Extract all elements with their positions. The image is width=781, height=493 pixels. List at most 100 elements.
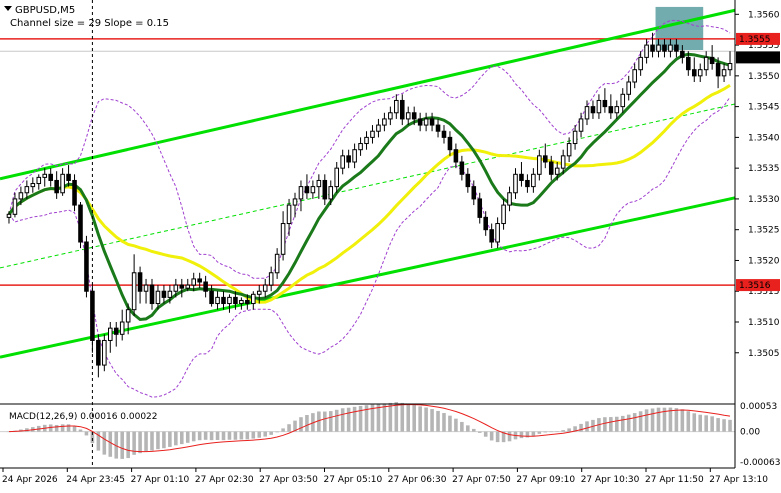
macd-histogram-bar <box>430 409 434 432</box>
candle-bull <box>274 253 280 274</box>
candle-bull <box>388 112 393 120</box>
candle-bear <box>435 124 441 132</box>
candle-bull <box>620 93 626 108</box>
candle-bull <box>405 112 411 120</box>
macd-histogram-bar <box>656 407 661 432</box>
candle-bull <box>185 284 191 289</box>
candle-bull <box>42 173 48 178</box>
macd-histogram-bar <box>668 407 673 432</box>
candle-bear <box>459 161 465 175</box>
candle-bull <box>537 155 542 175</box>
candle-bull <box>703 56 709 71</box>
candle-bear <box>548 161 554 175</box>
candle-bull <box>632 69 637 83</box>
candle-bull <box>626 81 632 95</box>
candle-bear <box>209 290 214 305</box>
macd-histogram-bar <box>615 416 619 432</box>
price-label-text: 1.3553 <box>739 53 771 63</box>
candle-bull <box>644 44 649 58</box>
macd-histogram-bar <box>644 409 649 432</box>
macd-histogram-bar <box>567 428 571 432</box>
candle-bear <box>686 56 691 71</box>
candle-bear <box>233 296 238 305</box>
price-label-box <box>736 279 780 292</box>
price-label-text: 1.3516 <box>739 281 771 291</box>
candle-bear <box>691 69 697 77</box>
candle-bear <box>477 198 483 218</box>
candle-bull <box>596 99 602 114</box>
macd-histogram-bar <box>471 428 476 432</box>
symbol-dropdown-icon[interactable] <box>4 6 12 11</box>
candle-bull <box>578 118 584 132</box>
macd-histogram-bar <box>96 431 101 451</box>
macd-histogram-bar <box>84 431 89 436</box>
candle-bull <box>131 272 137 311</box>
price-label-box <box>736 32 780 45</box>
candle-bull <box>340 155 345 169</box>
macd-histogram-bar <box>418 406 422 432</box>
macd-histogram-bar <box>132 431 136 455</box>
macd-histogram-bar <box>692 413 697 432</box>
macd-histogram-bar <box>150 431 154 451</box>
macd-histogram-bar <box>519 431 524 439</box>
macd-histogram-bar <box>466 425 470 432</box>
macd-histogram-bar <box>454 418 458 432</box>
candle-bull <box>268 272 274 286</box>
candle-bull <box>364 136 369 145</box>
macd-histogram-bar <box>710 416 714 432</box>
macd-histogram-bar <box>340 408 345 432</box>
macd-histogram-bar <box>221 431 226 441</box>
candle-bull <box>394 99 399 114</box>
candle-bear <box>197 278 202 283</box>
main-plot-area <box>0 6 736 398</box>
candle-bear <box>161 290 167 298</box>
candle-bear <box>602 99 608 108</box>
candle-bull <box>167 290 173 298</box>
macd-histogram-bar <box>394 402 399 432</box>
macd-histogram-bar <box>352 406 357 432</box>
price-tick-label: 1.3505 <box>748 349 780 359</box>
channel-upper-line <box>0 8 736 181</box>
candle-bear <box>590 106 596 114</box>
candle-bull <box>352 149 357 163</box>
price-tick-label: 1.3530 <box>748 195 780 205</box>
macd-histogram-bar <box>442 413 446 432</box>
header-labels: GBPUSD,M5 Channel size = 29 Slope = 0.15… <box>4 5 169 422</box>
candle-bear <box>608 106 614 114</box>
candle-bull <box>173 284 179 292</box>
time-tick-label: 27 Apr 01:10 <box>131 475 190 485</box>
candle-bull <box>60 173 65 194</box>
macd-histogram-bar <box>227 431 232 440</box>
candle-bear <box>245 299 250 305</box>
candle-bull <box>501 204 506 225</box>
macd-histogram-bar <box>185 431 190 443</box>
macd-histogram-bar <box>245 431 250 440</box>
macd-label: MACD(12,26,9) 0.00016 0.00022 <box>9 412 158 422</box>
macd-histogram-bar <box>728 419 732 432</box>
candle-bear <box>78 204 83 243</box>
time-tick-label: 27 Apr 06:30 <box>388 475 447 485</box>
candle-bull <box>6 213 12 218</box>
candle-bear <box>465 173 471 188</box>
macd-histogram-bar <box>162 431 166 449</box>
candle-bull <box>102 339 107 366</box>
macd-histogram-bar <box>603 417 607 432</box>
candle-bull <box>125 309 131 323</box>
price-tick-label: 1.3525 <box>748 226 780 236</box>
macd-histogram-bar <box>197 431 202 441</box>
price-tick-label: 1.3535 <box>748 164 780 174</box>
candle-bull <box>143 284 149 292</box>
candle-bull <box>721 69 727 77</box>
price-tick-label: 1.3545 <box>748 103 780 113</box>
candle-bull <box>24 186 30 194</box>
candle-bear <box>429 118 435 126</box>
candle-bull <box>155 290 161 305</box>
candle-bear <box>650 44 655 52</box>
macd-histogram-bar <box>686 411 691 432</box>
price-tick-label: 1.3510 <box>748 318 780 328</box>
price-tick-label: 1.3540 <box>748 133 780 143</box>
macd-histogram-bar <box>263 431 268 437</box>
macd-histogram-bar <box>346 407 351 432</box>
macd-histogram-bar <box>156 431 160 450</box>
macd-histogram-bar <box>632 413 637 432</box>
